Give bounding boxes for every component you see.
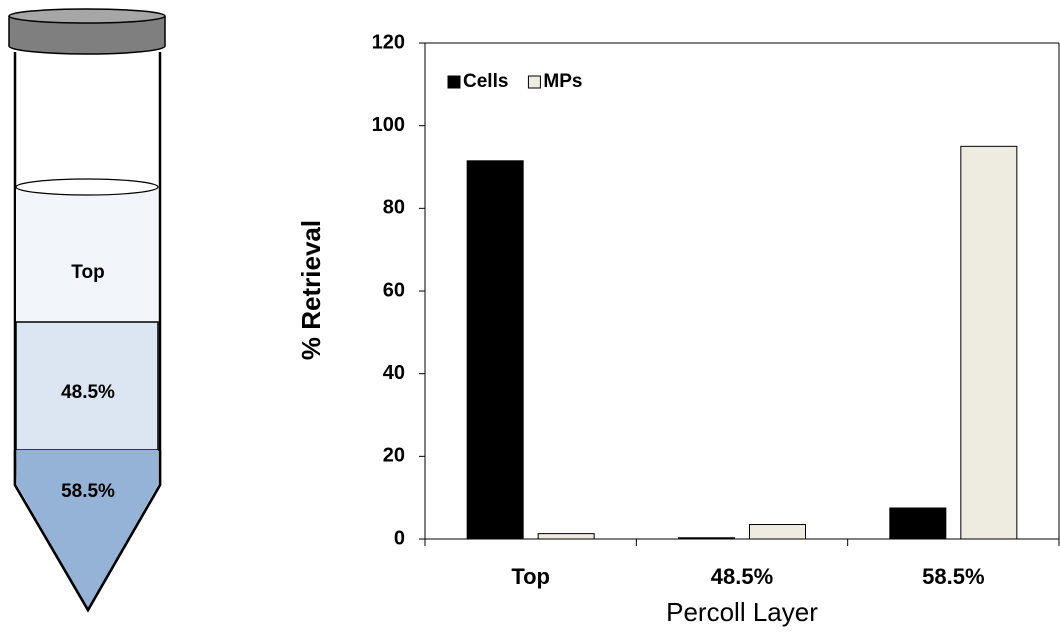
x-tick-label: 48.5% xyxy=(711,564,773,589)
bar xyxy=(537,533,595,540)
layer-585 xyxy=(16,450,158,608)
layer-top xyxy=(16,187,158,322)
cap-top xyxy=(8,8,166,24)
liquid-surface xyxy=(15,178,159,196)
y-tick-label: 20 xyxy=(383,445,405,467)
y-axis-title: % Retrieval xyxy=(296,220,326,360)
legend-label: Cells xyxy=(463,71,508,92)
y-tick-label: 80 xyxy=(383,197,405,219)
y-tick-label: 100 xyxy=(372,114,405,136)
y-tick-label: 0 xyxy=(394,527,405,549)
x-tick-label: 58.5% xyxy=(922,564,984,589)
bar xyxy=(466,160,524,540)
layer-label: Top xyxy=(71,262,104,283)
x-axis-title: Percoll Layer xyxy=(666,597,818,627)
bar xyxy=(678,537,735,540)
bar xyxy=(960,145,1018,540)
layer-485 xyxy=(15,321,159,451)
bar xyxy=(889,507,947,540)
y-tick-label: 40 xyxy=(383,362,405,384)
legend-swatch xyxy=(447,75,461,89)
y-tick-label: 120 xyxy=(372,31,405,53)
y-tick-label: 60 xyxy=(383,279,405,301)
layer-label: 48.5% xyxy=(61,382,115,403)
tube-diagram: Top 48.5% 58.5% xyxy=(8,8,166,613)
x-tick-label: Top xyxy=(511,564,550,589)
bar xyxy=(749,524,806,540)
layer-label: 58.5% xyxy=(61,481,115,502)
chart: Percoll Layer % Retrieval 0 20 40 60 80 100 12… xyxy=(296,31,1060,627)
legend-swatch xyxy=(527,75,541,89)
tube-outline xyxy=(13,450,162,613)
legend-label: MPs xyxy=(543,71,582,92)
